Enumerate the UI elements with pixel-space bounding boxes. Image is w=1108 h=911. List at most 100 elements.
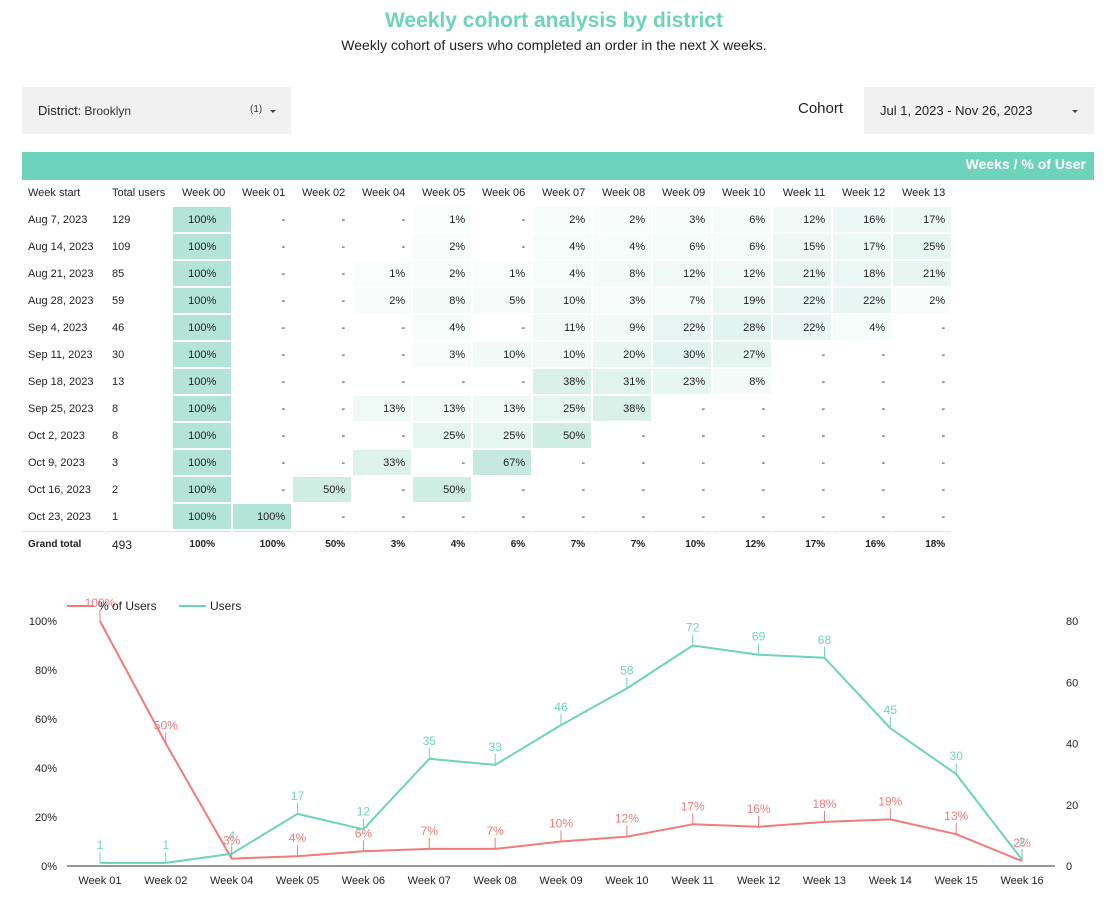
cohort-date-range-picker[interactable]: Jul 1, 2023 - Nov 26, 2023: [864, 87, 1094, 134]
cohort-cell: 23%: [653, 369, 712, 394]
right-axis-tick-label: 20: [1066, 800, 1078, 812]
row-total-users: 85: [112, 267, 125, 280]
total-cell: 6%: [473, 531, 532, 557]
x-tick-label: Week 14: [869, 875, 912, 887]
row-week-start: Aug 14, 2023: [28, 240, 94, 253]
cohort-cell: 2%: [353, 288, 412, 313]
left-axis-tick-label: 20%: [35, 812, 57, 824]
district-filter[interactable]: District: Brooklyn (1): [22, 87, 291, 134]
row-total-users: 3: [112, 456, 119, 469]
row-week-start: Sep 11, 2023: [28, 348, 93, 361]
cohort-cell: -: [641, 483, 646, 496]
data-label: 30: [950, 749, 964, 763]
column-header[interactable]: Week 12: [841, 186, 886, 199]
cohort-cell: -: [821, 456, 826, 469]
row-week-start: Sep 18, 2023: [28, 375, 94, 388]
row-week-start: Sep 25, 2023: [28, 402, 94, 415]
cohort-cell: -: [701, 510, 706, 523]
table-row: Sep 25, 2023 8 100% - -13% 13% 13% 25% 38% - - - - -: [22, 396, 951, 421]
table-group-header: Weeks / % of User: [22, 152, 1094, 180]
data-label: 7%: [486, 824, 504, 838]
data-label: 6%: [355, 826, 373, 840]
cohort-cell: -: [461, 456, 466, 469]
cohort-cell: 100%: [173, 342, 232, 367]
row-total-users: 2: [112, 483, 119, 496]
data-label: 7%: [421, 824, 439, 838]
cohort-cell: 67%: [473, 450, 532, 475]
column-header[interactable]: Week 04: [361, 186, 406, 199]
table-header-row: Week start Total users Week 00 Week 01 Week …: [22, 180, 951, 205]
cohort-cell: -: [761, 456, 766, 469]
data-label: 4%: [289, 831, 307, 845]
cohort-cell: -: [341, 510, 346, 523]
cohort-cell: -: [941, 402, 946, 415]
column-header[interactable]: Week 00: [181, 186, 226, 199]
column-header[interactable]: Week 02: [301, 186, 346, 199]
data-label: 12%: [615, 812, 639, 826]
cohort-cell: 6%: [653, 234, 712, 259]
cohort-cell: -: [521, 240, 526, 253]
column-header[interactable]: Week 08: [601, 186, 646, 199]
dashboard-title: Weekly cohort analysis by district: [384, 9, 724, 32]
row-total-users: 59: [112, 294, 125, 307]
total-cell: 10%: [653, 531, 712, 557]
data-label: 3%: [223, 834, 241, 848]
row-total-users: 30: [112, 348, 125, 361]
column-header[interactable]: Week 09: [661, 186, 706, 199]
cohort-cell: -: [401, 213, 406, 226]
cohort-cell: -: [941, 456, 946, 469]
cohort-cell: -: [881, 510, 886, 523]
total-cell: 18%: [893, 531, 952, 557]
column-header[interactable]: Week 11: [782, 186, 826, 199]
cohort-cell: 12%: [773, 207, 832, 232]
row-week-start: Oct 16, 2023: [28, 483, 91, 496]
column-header[interactable]: Total users: [112, 186, 166, 199]
cohort-cell: -: [761, 429, 766, 442]
column-header[interactable]: Week 13: [901, 186, 946, 199]
left-axis-tick-label: 60%: [35, 714, 57, 726]
table-row: Aug 14, 2023 109 100% - - -2% -4% 4% 6% 6% 15% 17% 2…: [22, 234, 952, 259]
cohort-cell: 3%: [413, 342, 472, 367]
column-header[interactable]: Week start: [28, 186, 81, 199]
cohort-cell: -: [881, 348, 886, 361]
grand-total-row: Grand total 493 100% 100% 50% 3% 4% 6% 7% 7% 10% 12…: [22, 531, 952, 557]
dashboard-subtitle: Weekly cohort of users who completed an …: [341, 37, 767, 53]
x-tick-label: Week 13: [803, 875, 846, 887]
cohort-cell: 3%: [653, 207, 712, 232]
legend-label: % of Users: [98, 599, 157, 613]
cohort-cell: 31%: [593, 369, 652, 394]
cohort-cell: 16%: [833, 207, 892, 232]
column-header[interactable]: Week 10: [721, 186, 766, 199]
x-tick-label: Week 08: [474, 875, 517, 887]
cohort-cell: 1%: [413, 207, 472, 232]
cohort-cell: -: [881, 429, 886, 442]
cohort-cell: 4%: [533, 234, 592, 259]
x-tick-label: Week 05: [276, 875, 319, 887]
data-label: 17%: [681, 799, 705, 813]
data-label: 68: [818, 633, 832, 647]
cohort-table-container[interactable]: Week start Total users Week 00 Week 01 Week …: [22, 180, 1094, 568]
cohort-cell: 13%: [473, 396, 532, 421]
row-week-start: Aug 7, 2023: [28, 213, 88, 226]
column-header[interactable]: Week 07: [541, 186, 586, 199]
cohort-cell: -: [281, 402, 286, 415]
table-row: Sep 11, 2023 30 100% - - -3% 10% 10% 20% 30% 27% - -…: [22, 342, 951, 367]
chevron-down-icon: [270, 110, 276, 113]
cohort-cell: 100%: [173, 396, 232, 421]
cohort-cell: -: [401, 510, 406, 523]
column-header[interactable]: Week 06: [481, 186, 526, 199]
table-row: Aug 7, 2023 129 100% - - -1% -2% 2% 3% 6% 12% 16% 17…: [22, 207, 952, 232]
x-tick-label: Week 04: [210, 875, 253, 887]
cohort-cell: 1%: [473, 261, 532, 286]
column-header[interactable]: Week 05: [421, 186, 466, 199]
cohort-cell: 30%: [653, 342, 712, 367]
column-header[interactable]: Week 01: [241, 186, 286, 199]
cohort-cell: -: [881, 483, 886, 496]
cohort-cell: 100%: [233, 504, 292, 529]
date-range-value: Jul 1, 2023 - Nov 26, 2023: [880, 103, 1033, 118]
cohort-cell: 4%: [833, 315, 892, 340]
cohort-cell: 12%: [653, 261, 712, 286]
cohort-cell: 17%: [893, 207, 952, 232]
cohort-cell: 13%: [413, 396, 472, 421]
total-cell: 7%: [533, 531, 592, 557]
